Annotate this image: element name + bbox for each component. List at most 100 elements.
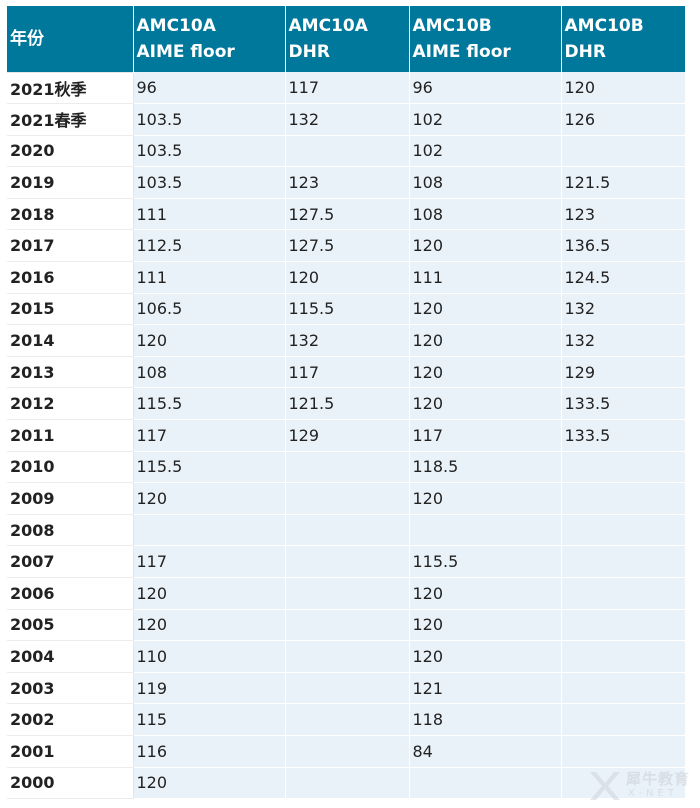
year-cell: 2013 — [7, 356, 134, 389]
year-cell: 2016 — [7, 261, 134, 294]
table-row: 2019 103.5 123 108 121.5 — [7, 166, 685, 199]
score-cell: 132 — [561, 293, 685, 326]
header-line1: AMC10B — [564, 16, 644, 36]
score-cell: 120 — [409, 482, 562, 515]
table-row: 2007 117 115.5 — [7, 545, 685, 578]
score-cell: 120 — [409, 293, 562, 326]
score-cell: 120 — [409, 229, 562, 263]
score-cell: 132 — [285, 324, 410, 357]
score-cell: 120 — [409, 324, 562, 357]
year-cell: 2011 — [7, 419, 134, 452]
score-cell: 96 — [133, 72, 286, 105]
score-cell: 102 — [409, 135, 562, 168]
score-cell: 103.5 — [133, 166, 286, 199]
table-row: 2003 119 121 — [7, 672, 685, 705]
table-body: 2021秋季 96 117 96 120 2021春季 103.5 132 102 126 2020… — [7, 71, 685, 800]
header-line1: AMC10B — [412, 16, 492, 36]
score-cell: 115.5 — [133, 451, 286, 484]
score-cell: 117 — [133, 419, 286, 452]
score-cell: 115.5 — [409, 545, 562, 578]
score-cell: 119 — [133, 672, 286, 705]
year-cell: 2009 — [7, 482, 134, 515]
score-cell: 120 — [409, 640, 562, 673]
table-row: 2015 106.5 115.5 120 132 — [7, 293, 685, 326]
score-cell: 108 — [409, 166, 562, 199]
score-cell: 120 — [409, 387, 562, 421]
score-cell — [285, 514, 410, 547]
table-row: 2006 120 120 — [7, 577, 685, 610]
year-cell: 2007 — [7, 545, 134, 578]
score-cell — [561, 609, 685, 642]
score-cell — [285, 482, 410, 515]
score-cell: 132 — [561, 324, 685, 357]
header-line2: DHR — [564, 42, 606, 62]
score-cell — [561, 735, 685, 768]
table-row: 2017 112.5 127.5 120 136.5 — [7, 229, 685, 263]
score-cell: 117 — [285, 72, 410, 105]
score-cell: 120 — [409, 577, 562, 610]
table-row: 2018 111 127.5 108 123 — [7, 198, 685, 231]
score-cell — [285, 545, 410, 578]
year-cell: 2017 — [7, 229, 134, 263]
score-cell: 120 — [133, 767, 286, 800]
score-table-container: 年份 AMC10A AIME floor AMC10A DHR AMC10B A… — [7, 6, 685, 800]
year-cell: 2014 — [7, 324, 134, 357]
table-row: 2013 108 117 120 129 — [7, 356, 685, 389]
score-cell: 129 — [561, 356, 685, 389]
year-cell: 2008 — [7, 514, 134, 547]
score-cell: 129 — [285, 419, 410, 452]
score-cell — [285, 640, 410, 673]
header-row: 年份 AMC10A AIME floor AMC10A DHR AMC10B A… — [7, 6, 685, 72]
score-cell: 115.5 — [285, 293, 410, 326]
table-row: 2004 110 120 — [7, 640, 685, 673]
x-logo-icon — [590, 772, 620, 800]
score-cell: 108 — [133, 356, 286, 389]
watermark-text: 犀牛教育 — [626, 770, 691, 788]
score-cell: 127.5 — [285, 229, 410, 263]
table-row: 2012 115.5 121.5 120 133.5 — [7, 387, 685, 421]
score-cell: 117 — [133, 545, 286, 578]
year-cell: 2021秋季 — [7, 71, 134, 105]
score-cell: 121 — [409, 672, 562, 705]
score-cell: 102 — [409, 103, 562, 136]
score-cell — [561, 703, 685, 736]
score-table: 年份 AMC10A AIME floor AMC10A DHR AMC10B A… — [7, 6, 685, 800]
header-line2: AIME floor — [412, 42, 511, 62]
score-cell — [285, 735, 410, 768]
score-cell — [285, 703, 410, 736]
score-cell — [561, 514, 685, 547]
watermark-subtext: X-NET — [628, 788, 678, 799]
score-cell — [133, 514, 286, 547]
year-cell: 2005 — [7, 609, 134, 642]
score-cell — [561, 135, 685, 168]
score-cell: 117 — [409, 419, 562, 452]
table-row: 2002 115 118 — [7, 703, 685, 736]
score-cell: 120 — [409, 356, 562, 389]
header-year-line1: 年份 — [10, 28, 44, 49]
year-cell: 2012 — [7, 387, 134, 421]
score-cell: 121.5 — [561, 166, 685, 199]
score-cell: 120 — [133, 324, 286, 357]
score-cell: 106.5 — [133, 293, 286, 326]
score-cell: 126 — [561, 103, 685, 136]
year-cell: 2003 — [7, 672, 134, 705]
score-cell: 120 — [133, 609, 286, 642]
score-cell: 133.5 — [561, 387, 685, 421]
score-cell — [409, 767, 562, 800]
year-cell: 2010 — [7, 451, 134, 484]
score-cell — [285, 609, 410, 642]
header-line1: AMC10A — [136, 16, 216, 36]
table-row: 2008 — [7, 514, 685, 547]
score-cell: 103.5 — [133, 135, 286, 168]
score-cell: 132 — [285, 103, 410, 136]
score-cell: 120 — [561, 72, 685, 105]
score-cell: 112.5 — [133, 229, 286, 263]
score-cell: 111 — [133, 261, 286, 294]
score-cell: 108 — [409, 198, 562, 231]
table-row: 2014 120 132 120 132 — [7, 324, 685, 357]
score-cell: 136.5 — [561, 229, 685, 263]
score-cell — [285, 672, 410, 705]
score-cell — [285, 577, 410, 610]
score-cell — [409, 514, 562, 547]
year-cell: 2015 — [7, 293, 134, 326]
